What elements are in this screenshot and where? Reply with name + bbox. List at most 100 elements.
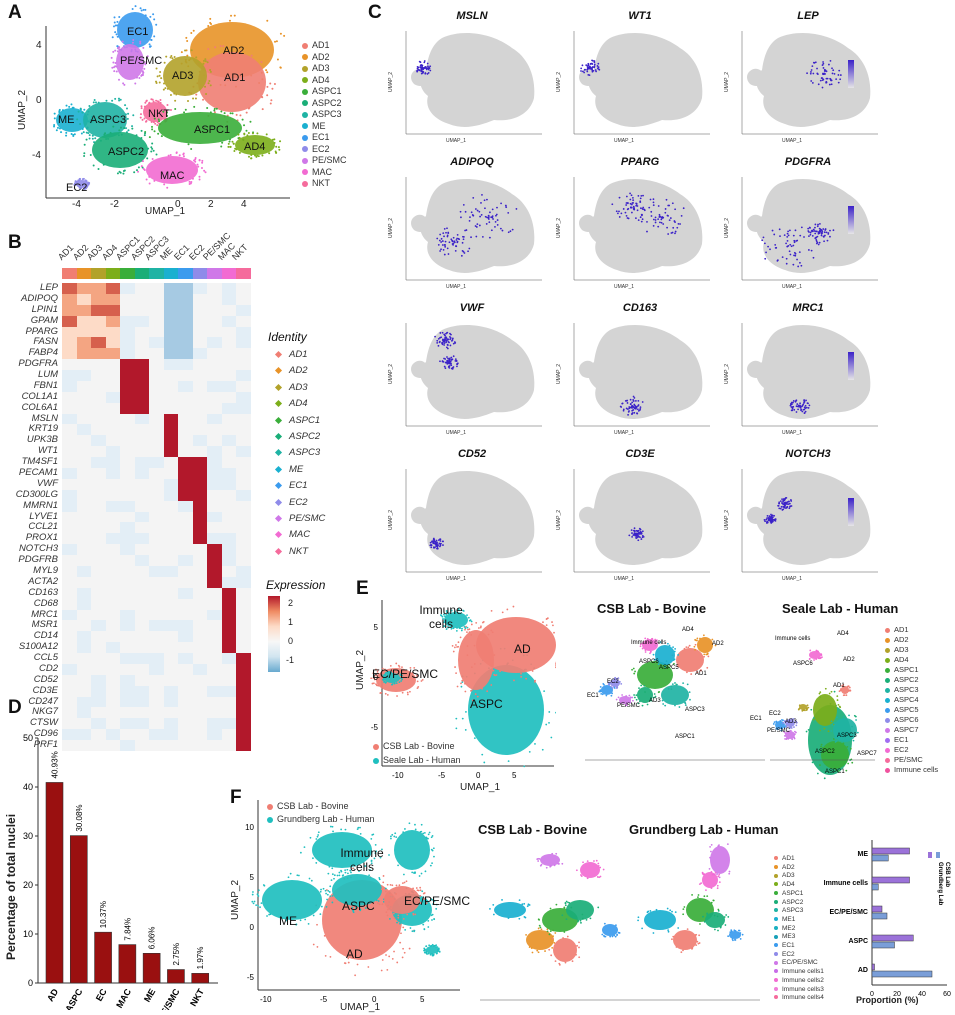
legend-dot bbox=[302, 180, 308, 187]
identity-legend-item: ASPC3 bbox=[274, 447, 320, 458]
legend-item: ASPC2 bbox=[302, 98, 342, 108]
heatmap-row-label: LUM bbox=[37, 369, 58, 381]
cell-dot bbox=[537, 951, 540, 954]
heatmap-cell bbox=[221, 337, 237, 349]
cell-dot bbox=[402, 918, 405, 920]
feature-xlabel: UMAP_1 bbox=[614, 576, 635, 582]
expression-dot bbox=[580, 67, 583, 70]
expression-dot bbox=[792, 405, 795, 408]
heatmap-cell bbox=[236, 587, 252, 600]
heatmap-cell bbox=[149, 555, 165, 567]
heatmap-cell bbox=[236, 663, 252, 676]
heatmap-cell bbox=[221, 522, 237, 534]
heatmap-cell bbox=[163, 565, 179, 578]
legend-label: EC/PE/SMC bbox=[782, 959, 818, 967]
heatmap-cell bbox=[76, 380, 92, 393]
expression-dot bbox=[809, 231, 812, 234]
cluster-blob bbox=[526, 930, 554, 950]
heatmap-cell bbox=[178, 500, 194, 513]
expression-dot bbox=[817, 223, 819, 226]
cell-dot bbox=[389, 835, 392, 838]
heatmap-cell bbox=[178, 620, 194, 632]
expression-dot bbox=[435, 543, 438, 545]
expression-dot bbox=[445, 231, 447, 234]
heatmap-cell bbox=[134, 642, 150, 654]
cell-dot bbox=[315, 862, 318, 864]
cell-dot bbox=[421, 890, 424, 893]
heatmap-cell bbox=[221, 413, 237, 425]
heatmap-cell bbox=[236, 315, 252, 328]
legend-label: ME2 bbox=[782, 924, 796, 932]
heatmap-cell bbox=[120, 696, 136, 708]
cell-dot bbox=[490, 629, 493, 632]
expression-dot bbox=[474, 208, 477, 210]
cell-dot bbox=[697, 896, 699, 899]
cell-dot bbox=[384, 887, 387, 890]
cluster-blob bbox=[553, 938, 577, 962]
cell-dot bbox=[716, 887, 719, 890]
cell-dot bbox=[600, 692, 603, 695]
f-label-ad: AD bbox=[346, 947, 363, 961]
cell-dot bbox=[734, 929, 737, 932]
expression-dot bbox=[787, 503, 790, 506]
expression-dot bbox=[464, 210, 467, 213]
heatmap-row-label: MYL9 bbox=[33, 564, 58, 576]
heatmap-cell bbox=[192, 740, 208, 752]
expression-dot bbox=[804, 410, 807, 413]
cell-dot bbox=[834, 768, 837, 771]
expression-dot bbox=[483, 199, 486, 202]
expression-dot bbox=[803, 402, 805, 404]
cell-dot bbox=[555, 664, 556, 667]
cell-dot bbox=[287, 876, 290, 879]
expression-dot bbox=[435, 539, 438, 542]
cell-dot bbox=[372, 682, 375, 685]
bar bbox=[142, 953, 161, 984]
expression-dot bbox=[441, 331, 444, 334]
expression-dot bbox=[476, 223, 479, 226]
heatmap-cell bbox=[178, 511, 194, 523]
heatmap-cell bbox=[76, 413, 92, 425]
heatmap-row-label: ADIPOQ bbox=[21, 292, 58, 304]
expression-dot bbox=[783, 506, 786, 509]
cluster-blob bbox=[813, 694, 837, 726]
expression-dot bbox=[438, 340, 441, 343]
feature-xlabel: UMAP_1 bbox=[446, 576, 467, 582]
expression-dot bbox=[454, 342, 457, 344]
cell-dot bbox=[423, 947, 426, 950]
heatmap-cell bbox=[207, 326, 223, 338]
heatmap-cell bbox=[105, 424, 121, 436]
heatmap-cell bbox=[149, 576, 165, 589]
cell-dot bbox=[625, 695, 628, 697]
cell-dot bbox=[257, 895, 260, 897]
heatmap-cell bbox=[134, 663, 150, 676]
cell-dot bbox=[331, 867, 334, 870]
expression-dot bbox=[456, 362, 459, 365]
umap-a-xtick: 4 bbox=[241, 199, 247, 210]
expression-dot bbox=[617, 212, 619, 215]
heatmap-cell bbox=[62, 685, 78, 698]
identity-label: AD4 bbox=[289, 398, 308, 410]
heatmap-cell bbox=[207, 620, 223, 632]
cell-dot bbox=[716, 873, 718, 875]
heatmap-cell bbox=[207, 315, 223, 328]
cell-dot bbox=[607, 683, 610, 685]
cell-dot bbox=[370, 862, 373, 865]
cell-dot bbox=[325, 892, 328, 895]
heatmap-cell bbox=[134, 424, 150, 436]
expression-dot bbox=[440, 342, 443, 344]
cell-dot bbox=[772, 723, 775, 725]
heatmap-cell bbox=[221, 718, 237, 730]
expression-dot bbox=[436, 341, 439, 344]
heatmap-row-label: PPARG bbox=[25, 325, 58, 337]
expression-dot bbox=[591, 66, 594, 68]
umap-shape bbox=[756, 179, 871, 273]
expression-dot bbox=[633, 208, 636, 211]
umap-shape bbox=[420, 325, 535, 419]
heatmap-cell bbox=[76, 663, 92, 676]
cell-dot bbox=[442, 618, 444, 620]
expression-dot bbox=[455, 239, 458, 241]
expression-dot bbox=[439, 538, 442, 541]
cell-dot bbox=[461, 681, 464, 684]
cell-dot bbox=[629, 696, 632, 699]
feature-plot bbox=[573, 469, 710, 573]
